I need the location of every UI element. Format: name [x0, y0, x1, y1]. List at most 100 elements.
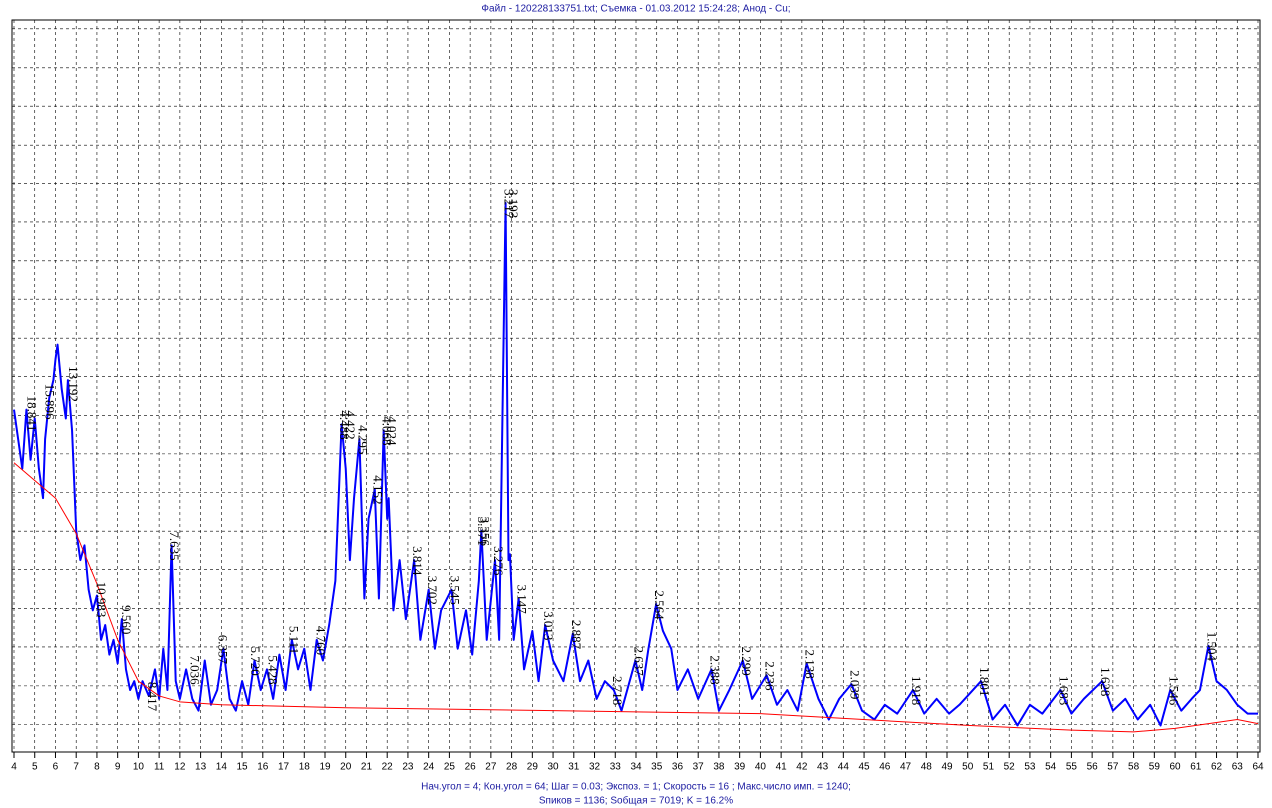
x-tick-label: 52: [1004, 762, 1016, 773]
x-tick-label: 55: [1066, 762, 1078, 773]
peak-label: 3.356: [477, 517, 492, 547]
x-tick-label: 19: [319, 762, 331, 773]
peak-label: 5.111: [287, 626, 302, 654]
peak-label: 4.068: [380, 416, 395, 445]
x-tick-label: 14: [216, 762, 228, 773]
x-tick-label: 37: [693, 762, 705, 773]
x-tick-label: 51: [983, 762, 995, 773]
peak-label: 2.299: [739, 647, 754, 676]
x-tick-label: 62: [1211, 762, 1223, 773]
x-tick-label: 18: [299, 762, 311, 773]
x-tick-label: 28: [506, 762, 518, 773]
x-tick-label: 38: [713, 762, 725, 773]
x-tick-label: 30: [548, 762, 560, 773]
x-tick-label: 5: [32, 762, 38, 773]
footer-line: Нач.угол = 4; Кон.угол = 64; Шаг = 0.03;…: [421, 782, 851, 793]
peak-label: 10.983: [94, 582, 109, 618]
x-tick-label: 13: [195, 762, 207, 773]
peak-label: 7.635: [167, 531, 182, 560]
x-tick-label: 49: [941, 762, 953, 773]
peak-label: 13.192: [66, 366, 81, 402]
peak-label: 2.039: [847, 670, 862, 699]
x-tick-label: 22: [382, 762, 394, 773]
x-tick-label: 12: [174, 762, 186, 773]
x-tick-label: 58: [1128, 762, 1140, 773]
x-tick-label: 33: [610, 762, 622, 773]
peak-label: 2.388: [707, 655, 722, 684]
x-tick-label: 25: [444, 762, 456, 773]
x-tick-label: 46: [879, 762, 891, 773]
x-tick-label: 53: [1024, 762, 1036, 773]
x-tick-label: 31: [568, 762, 580, 773]
peak-label: 9.560: [119, 605, 134, 634]
x-tick-label: 42: [796, 762, 808, 773]
x-tick-label: 47: [900, 762, 912, 773]
peak-label: 6.357: [216, 635, 231, 665]
x-tick-label: 29: [527, 762, 539, 773]
x-tick-label: 23: [402, 762, 414, 773]
x-tick-label: 8: [94, 762, 100, 773]
peak-label: 18.841: [24, 396, 39, 432]
peak-label: 3.217: [502, 189, 517, 219]
peak-label: 3.702: [425, 576, 440, 605]
peak-label: 4.295: [355, 425, 370, 454]
x-tick-label: 61: [1190, 762, 1202, 773]
peak-label: 4.152: [371, 475, 386, 504]
peak-label: 3.276: [491, 546, 506, 576]
peak-label: 7.036: [188, 655, 203, 685]
peak-label: 1.546: [1166, 676, 1181, 706]
peak-label: 8.417: [145, 682, 160, 712]
x-tick-label: 35: [651, 762, 663, 773]
peak-label: 1.504: [1204, 632, 1219, 662]
peak-label: 3.371: [475, 517, 490, 546]
x-tick-label: 60: [1170, 762, 1182, 773]
x-tick-label: 32: [589, 762, 601, 773]
x-tick-label: 26: [465, 762, 477, 773]
peak-label: 3.193: [506, 189, 521, 218]
x-tick-label: 9: [115, 762, 121, 773]
peak-label: 1.683: [1056, 676, 1071, 705]
x-tick-label: 39: [734, 762, 746, 773]
x-tick-label: 16: [257, 762, 269, 773]
peak-label: 2.564: [652, 590, 667, 620]
x-tick-label: 27: [485, 762, 497, 773]
x-tick-label: 45: [859, 762, 871, 773]
peak-label: 3.013: [541, 611, 556, 640]
peak-label: 5.428: [265, 655, 280, 684]
peak-label: 1.628: [1098, 667, 1113, 696]
x-tick-label: 20: [340, 762, 352, 773]
peak-label: 4.024: [385, 416, 400, 446]
peak-label: 5.720: [248, 647, 263, 676]
x-tick-label: 57: [1107, 762, 1119, 773]
peak-label: 1.918: [909, 676, 924, 705]
x-tick-label: 11: [154, 762, 165, 773]
peak-label: 15.896: [42, 384, 57, 420]
x-tick-label: 56: [1087, 762, 1099, 773]
x-tick-label: 24: [423, 762, 435, 773]
x-tick-label: 34: [630, 762, 642, 773]
chart-title: Файл - 120228133751.txt; Съемка - 01.03.…: [481, 4, 790, 15]
x-tick-label: 43: [817, 762, 829, 773]
peak-label: 2.718: [610, 676, 625, 705]
x-tick-label: 4: [11, 762, 17, 773]
x-tick-label: 10: [133, 762, 145, 773]
peak-label: 2.637: [631, 647, 646, 677]
x-tick-label: 15: [237, 762, 249, 773]
peak-label: 2.887: [569, 620, 584, 650]
x-tick-label: 6: [53, 762, 59, 773]
peak-label: 1.801: [977, 667, 992, 696]
x-tick-label: 54: [1045, 762, 1057, 773]
x-tick-label: 21: [361, 762, 373, 773]
x-tick-label: 17: [278, 762, 290, 773]
peak-label: 4.760: [313, 626, 328, 655]
peak-label: 2.236: [763, 661, 778, 691]
peak-label: 2.138: [803, 649, 818, 678]
data-line: [13, 462, 1259, 733]
x-tick-label: 59: [1149, 762, 1161, 773]
x-tick-label: 63: [1232, 762, 1244, 773]
peak-label: 3.147: [515, 585, 530, 615]
x-tick-label: 41: [776, 762, 788, 773]
peak-label: 3.814: [410, 546, 425, 576]
x-tick-label: 7: [73, 762, 79, 773]
